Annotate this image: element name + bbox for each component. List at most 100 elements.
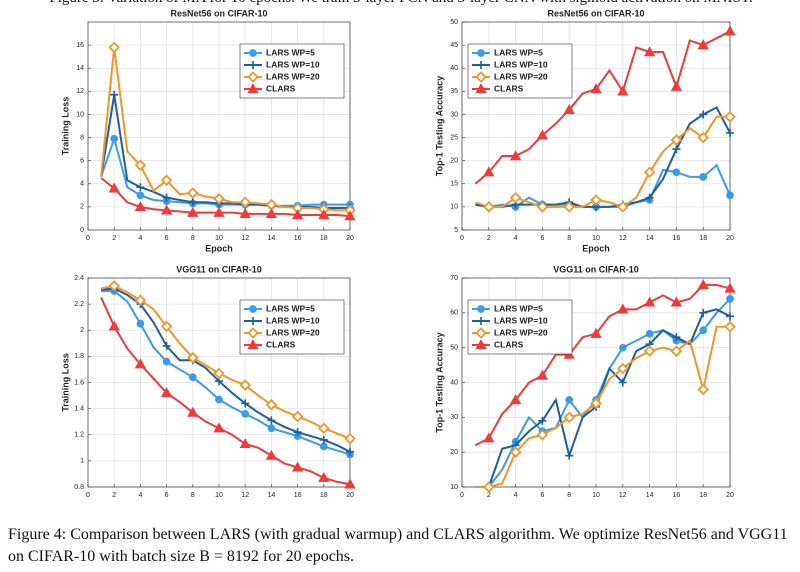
marker <box>239 438 251 449</box>
marker <box>590 397 602 410</box>
legend-label: LARS WP=20 <box>494 71 548 81</box>
marker <box>724 320 736 333</box>
marker <box>241 409 250 418</box>
marker <box>483 201 495 213</box>
marker <box>213 193 225 205</box>
marker <box>670 80 683 91</box>
marker <box>318 422 330 434</box>
marker <box>724 110 736 123</box>
marker <box>249 305 257 313</box>
y-tick-label: 2.2 <box>74 301 84 308</box>
y-tick-label: 35 <box>450 88 458 95</box>
series-line <box>474 283 731 447</box>
marker <box>697 383 709 396</box>
y-tick-label: 2 <box>80 204 84 211</box>
plot-frame <box>461 21 731 231</box>
marker <box>318 472 330 483</box>
marker <box>136 183 145 192</box>
y-tick-label: 6 <box>80 158 84 165</box>
marker <box>483 481 495 493</box>
x-tick-label: 10 <box>215 492 223 499</box>
marker <box>136 319 145 328</box>
y-tick-label: 50 <box>450 345 458 352</box>
y-tick-label: 12 <box>76 88 84 95</box>
legend-label: CLARS <box>494 83 524 93</box>
x-tick-label: 6 <box>540 492 544 499</box>
marker <box>187 406 199 417</box>
x-tick-label: 20 <box>346 235 354 242</box>
x-tick-label: 14 <box>646 235 654 242</box>
marker <box>536 428 549 441</box>
marker <box>726 128 734 137</box>
marker <box>617 303 629 314</box>
marker <box>108 320 120 331</box>
x-tick-label: 2 <box>112 492 116 499</box>
x-tick-label: 2 <box>487 235 491 242</box>
marker <box>249 61 257 69</box>
x-tick-label: 12 <box>241 492 249 499</box>
marker <box>697 131 709 144</box>
x-tick-label: 16 <box>294 235 302 242</box>
marker <box>618 343 627 352</box>
x-axis-label: Epoch <box>205 243 233 253</box>
y-tick-label: 60 <box>450 310 458 317</box>
x-tick-label: 8 <box>567 235 571 242</box>
legend-label: LARS WP=5 <box>494 303 543 313</box>
marker <box>699 308 708 317</box>
x-tick-label: 14 <box>646 492 654 499</box>
marker <box>477 317 485 325</box>
y-axis-label: Training Loss <box>60 97 70 156</box>
marker <box>239 196 251 209</box>
marker <box>536 129 549 140</box>
legend-label: LARS WP=10 <box>266 315 320 325</box>
marker <box>643 46 656 57</box>
x-tick-label: 0 <box>460 235 464 242</box>
marker <box>565 451 574 460</box>
marker <box>108 41 120 54</box>
x-tick-label: 4 <box>514 235 518 242</box>
marker <box>134 159 147 172</box>
x-tick-label: 20 <box>726 492 734 499</box>
y-tick-label: 5 <box>454 227 458 234</box>
legend-label: CLARS <box>266 83 296 93</box>
marker <box>247 327 259 339</box>
legend-label: LARS WP=5 <box>266 303 315 313</box>
marker <box>160 204 173 215</box>
legend-label: LARS WP=20 <box>266 71 320 81</box>
marker <box>645 329 654 338</box>
legend-label: LARS WP=10 <box>266 59 320 69</box>
x-tick-label: 18 <box>699 492 707 499</box>
y-tick-label: 10 <box>450 204 458 211</box>
marker <box>293 428 302 437</box>
plot-frame <box>87 21 351 231</box>
legend-label: CLARS <box>494 339 524 349</box>
marker <box>162 193 171 202</box>
marker <box>160 320 173 333</box>
marker <box>213 206 225 217</box>
x-tick-label: 12 <box>619 492 627 499</box>
marker <box>509 191 522 204</box>
x-tick-label: 6 <box>165 492 169 499</box>
marker <box>672 145 681 154</box>
marker <box>477 61 485 69</box>
marker <box>563 201 575 213</box>
plot-frame <box>461 277 731 488</box>
marker <box>265 449 278 460</box>
marker <box>134 358 147 369</box>
y-tick-label: 45 <box>450 42 458 49</box>
marker <box>475 71 487 83</box>
marker <box>477 49 485 57</box>
x-tick-label: 18 <box>320 492 328 499</box>
legend-label: LARS WP=20 <box>494 327 548 337</box>
marker <box>239 207 251 218</box>
x-tick-label: 10 <box>592 235 600 242</box>
y-tick-label: 1.2 <box>74 432 84 439</box>
marker <box>697 39 709 50</box>
x-tick-label: 0 <box>86 492 90 499</box>
marker <box>590 327 602 338</box>
x-tick-label: 10 <box>215 235 223 242</box>
x-tick-label: 8 <box>191 235 195 242</box>
y-tick-label: 30 <box>450 414 458 421</box>
marker <box>563 411 575 424</box>
